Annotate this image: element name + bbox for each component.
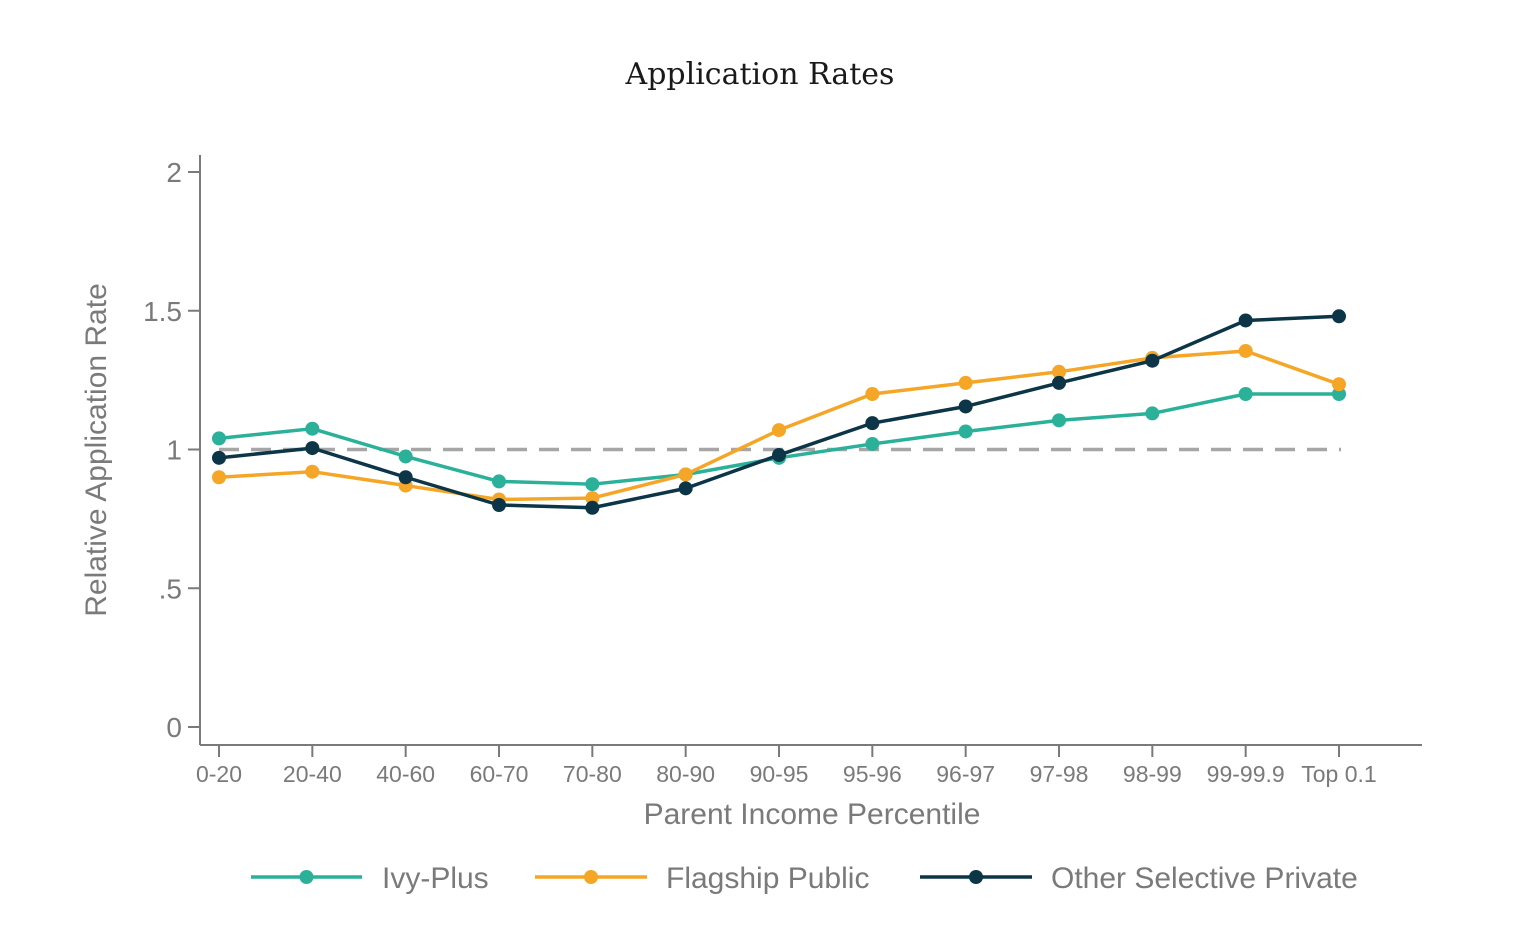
data-point-other-selective-private	[1238, 313, 1253, 328]
y-ticks: 0 .5 1 1.5 2	[143, 157, 200, 743]
data-point-flagship-public	[678, 467, 693, 482]
data-point-ivy-plus	[958, 424, 973, 439]
data-point-ivy-plus	[1332, 387, 1346, 401]
data-point-ivy-plus	[398, 449, 413, 464]
data-point-other-selective-private	[398, 470, 413, 485]
legend-item-flagship-public: Flagship Public	[535, 862, 869, 895]
data-point-other-selective-private	[492, 498, 506, 512]
data-point-flagship-public	[772, 423, 786, 438]
data-point-flagship-public	[958, 375, 973, 390]
x-axis-title: Parent Income Percentile	[644, 798, 981, 831]
legend-item-other-selective-private: Other Selective Private	[920, 862, 1358, 895]
data-point-other-selective-private	[585, 500, 600, 515]
data-point-flagship-public	[585, 491, 600, 506]
data-point-ivy-plus	[492, 474, 506, 489]
x-tick-label: 70-80	[563, 761, 622, 787]
x-ticks: 0-20 20-40 40-60 60-70 70-80 80-90 90-95 95-96 9…	[196, 745, 1377, 787]
data-point-other-selective-private	[1332, 309, 1346, 324]
data-point-flagship-public	[1332, 377, 1346, 392]
data-point-flagship-public	[1238, 343, 1253, 358]
x-tick-label: 20-40	[283, 761, 342, 787]
legend-label: Flagship Public	[666, 862, 869, 895]
y-tick-label: 1	[166, 435, 182, 466]
series-other-selective-private	[212, 309, 1346, 515]
x-tick-label: 40-60	[376, 761, 435, 787]
data-point-ivy-plus	[1145, 406, 1160, 421]
data-point-ivy-plus	[1238, 387, 1253, 401]
series-ivy-plus	[212, 387, 1346, 492]
x-tick-label: Top 0.1	[1301, 761, 1376, 787]
data-point-other-selective-private	[1145, 353, 1160, 368]
legend-label: Ivy-Plus	[382, 862, 489, 895]
data-point-ivy-plus	[1052, 413, 1066, 428]
data-point-other-selective-private	[678, 481, 693, 496]
data-point-other-selective-private	[958, 399, 973, 414]
y-tick-label: 0	[166, 712, 182, 743]
legend-swatch-marker	[584, 870, 598, 884]
x-tick-label: 97-98	[1030, 761, 1089, 787]
data-point-flagship-public	[1052, 364, 1066, 379]
x-tick-label: 95-96	[843, 761, 902, 787]
data-point-flagship-public	[305, 464, 320, 479]
x-tick-label: 0-20	[196, 761, 242, 787]
legend-label: Other Selective Private	[1051, 862, 1358, 895]
data-point-other-selective-private	[305, 441, 320, 456]
data-point-flagship-public	[212, 470, 226, 485]
series-flagship-public	[212, 343, 1346, 507]
data-point-other-selective-private	[772, 448, 786, 463]
y-tick-label: 1.5	[143, 296, 182, 327]
legend: Ivy-Plus Flagship Public Other Selective P…	[251, 862, 1358, 895]
y-tick-label: .5	[159, 573, 182, 604]
data-point-other-selective-private	[212, 450, 226, 465]
data-point-other-selective-private	[865, 416, 880, 431]
legend-swatch-marker	[969, 870, 983, 884]
x-tick-label: 96-97	[936, 761, 995, 787]
data-point-other-selective-private	[1052, 375, 1066, 390]
x-tick-label: 60-70	[470, 761, 529, 787]
chart-title: Application Rates	[625, 57, 895, 92]
series-layer	[212, 309, 1346, 515]
x-tick-label: 90-95	[750, 761, 809, 787]
data-point-ivy-plus	[212, 431, 226, 446]
data-point-ivy-plus	[865, 436, 880, 451]
legend-swatch-marker	[299, 870, 314, 884]
y-tick-label: 2	[166, 157, 182, 188]
y-axis-title: Relative Application Rate	[80, 283, 113, 617]
data-point-flagship-public	[865, 387, 880, 401]
data-point-ivy-plus	[305, 421, 320, 436]
x-tick-label: 98-99	[1123, 761, 1182, 787]
x-tick-label: 99-99.9	[1207, 761, 1285, 787]
series-line-other-selective-private	[218, 314, 1340, 510]
data-point-ivy-plus	[585, 477, 600, 492]
legend-item-ivy-plus: Ivy-Plus	[251, 862, 489, 895]
x-tick-label: 80-90	[656, 761, 715, 787]
